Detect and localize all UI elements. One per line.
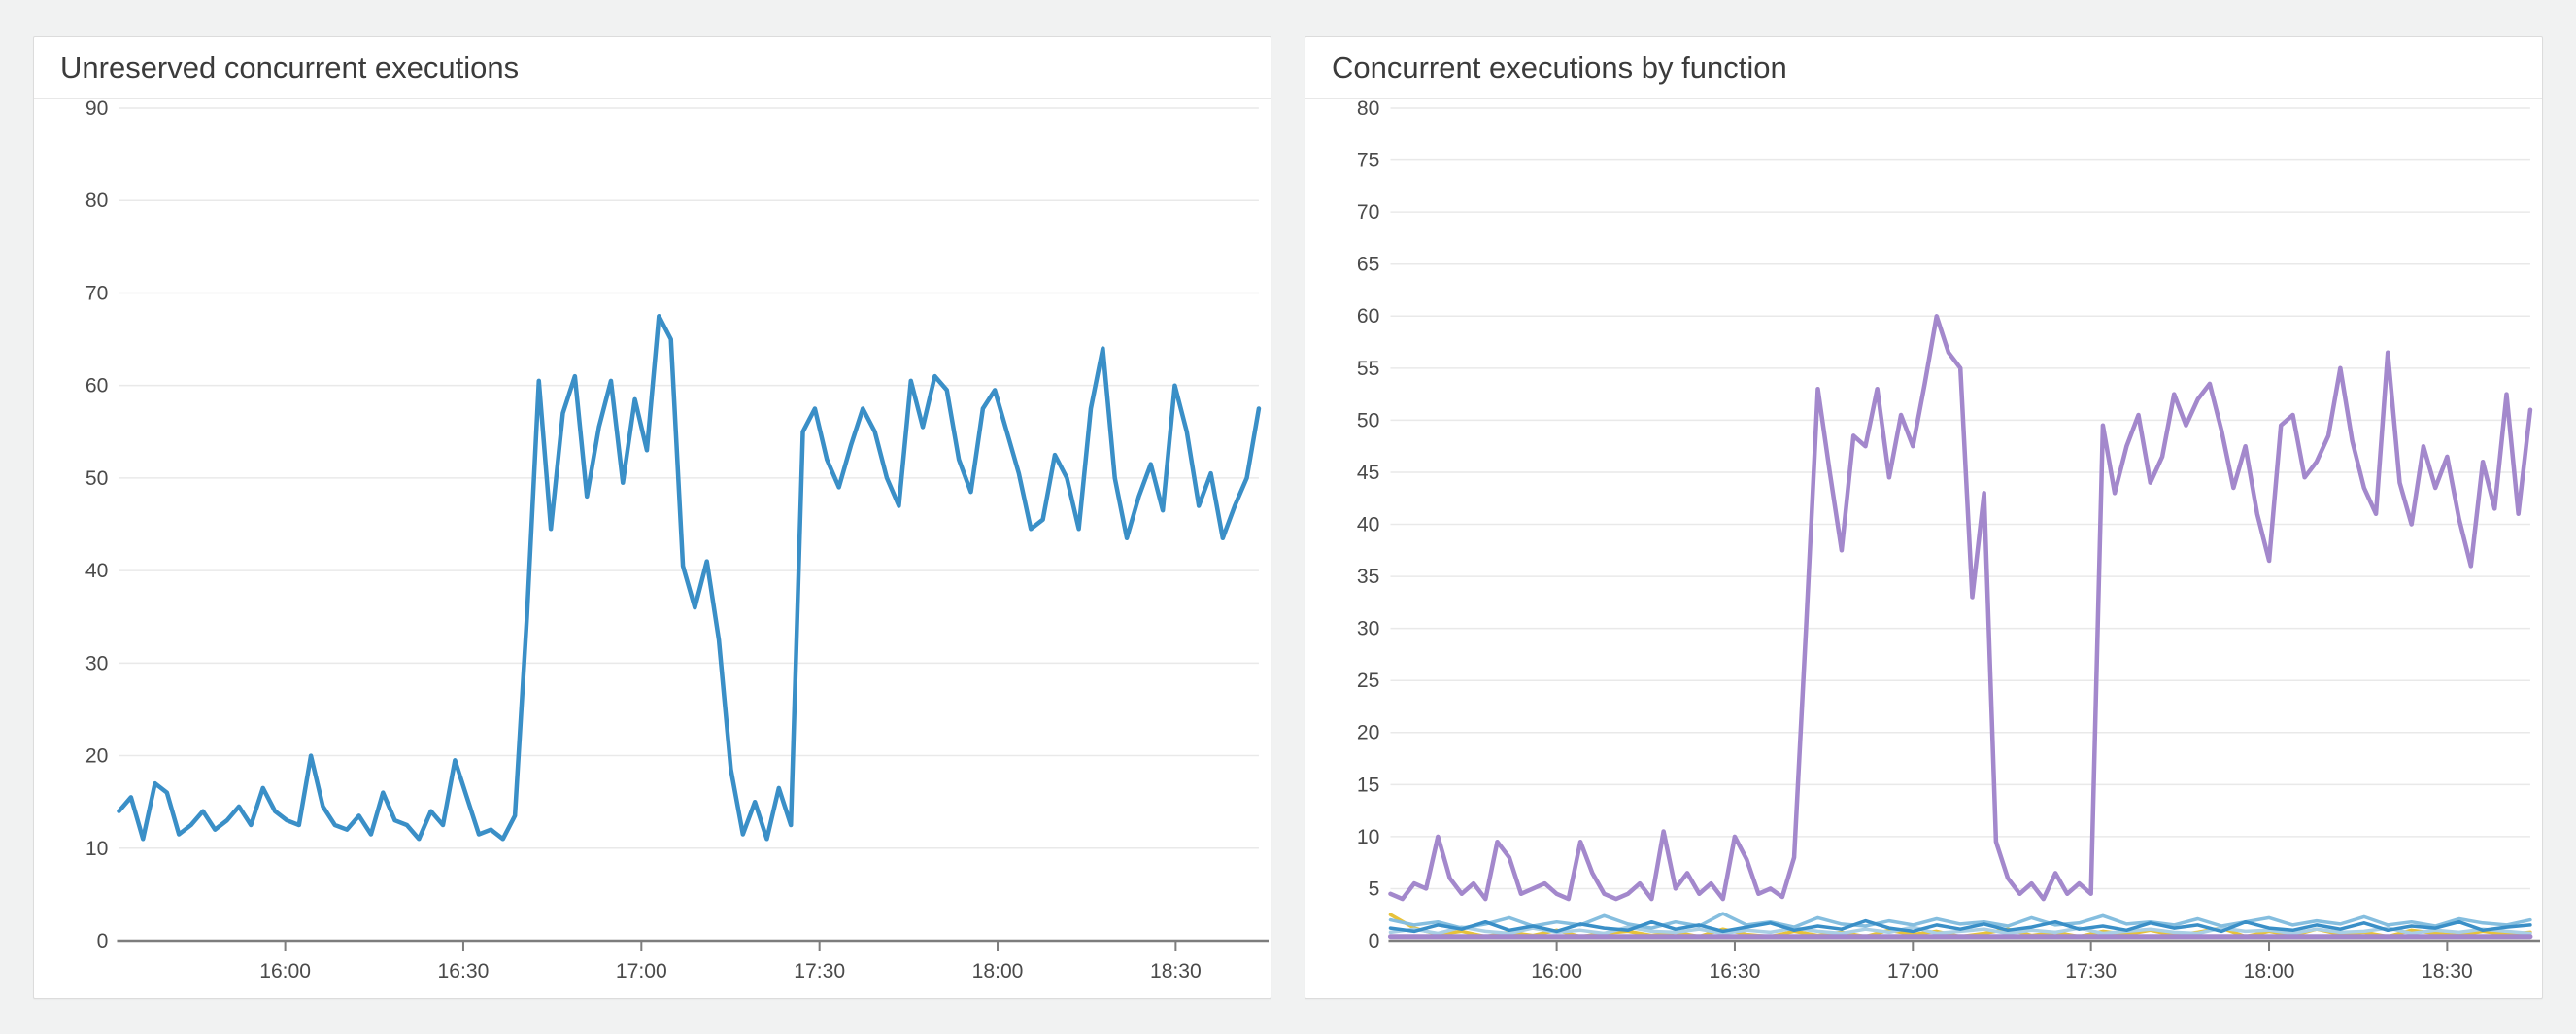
svg-text:10: 10	[1357, 826, 1379, 848]
svg-text:55: 55	[1357, 358, 1379, 380]
svg-text:90: 90	[85, 99, 108, 120]
svg-text:35: 35	[1357, 566, 1379, 588]
svg-text:16:00: 16:00	[259, 960, 311, 982]
dashboard: Unreserved concurrent executions 90 80 70 6…	[33, 36, 2543, 999]
svg-text:65: 65	[1357, 254, 1379, 276]
svg-text:75: 75	[1357, 150, 1379, 172]
chart-area-unreserved: 90 80 70 60 50 40 30 20 10 0 16:00 16:30 17:00 17:30 1…	[34, 99, 1271, 998]
svg-text:40: 40	[85, 560, 108, 582]
svg-text:20: 20	[85, 745, 108, 768]
svg-text:45: 45	[1357, 462, 1379, 484]
svg-text:50: 50	[1357, 409, 1379, 431]
svg-text:18:00: 18:00	[2244, 960, 2295, 982]
svg-text:30: 30	[85, 652, 108, 674]
svg-text:70: 70	[1357, 201, 1379, 224]
svg-text:70: 70	[85, 282, 108, 304]
svg-text:40: 40	[1357, 514, 1379, 536]
panel-title-by-function: Concurrent executions by function	[1305, 37, 2542, 99]
svg-text:17:30: 17:30	[2065, 960, 2117, 982]
panel-concurrent-executions-by-function: Concurrent executions by function 80 75 70…	[1305, 36, 2543, 999]
svg-text:16:30: 16:30	[438, 960, 490, 982]
svg-text:80: 80	[85, 190, 108, 212]
svg-text:17:00: 17:00	[1887, 960, 1939, 982]
svg-text:0: 0	[97, 930, 109, 952]
svg-text:15: 15	[1357, 774, 1379, 796]
svg-text:17:30: 17:30	[794, 960, 845, 982]
svg-text:80: 80	[1357, 99, 1379, 120]
svg-text:10: 10	[85, 838, 108, 860]
svg-text:50: 50	[85, 467, 108, 490]
svg-text:16:00: 16:00	[1531, 960, 1582, 982]
svg-text:18:00: 18:00	[972, 960, 1024, 982]
svg-text:60: 60	[1357, 305, 1379, 327]
svg-text:0: 0	[1369, 930, 1380, 952]
svg-text:16:30: 16:30	[1710, 960, 1761, 982]
svg-text:30: 30	[1357, 618, 1379, 640]
chart-canvas-0[interactable]: 90 80 70 60 50 40 30 20 10 0 16:00 16:30 17:00 17:30 1…	[34, 99, 1271, 998]
chart-area-by-function: 80 75 70 65 60 55 50 45 40 35 30 25 20 15 10 5 0 16:00 16:…	[1305, 99, 2542, 998]
svg-text:18:30: 18:30	[2422, 960, 2473, 982]
svg-text:25: 25	[1357, 670, 1379, 692]
svg-text:20: 20	[1357, 722, 1379, 744]
svg-text:18:30: 18:30	[1150, 960, 1202, 982]
svg-text:60: 60	[85, 375, 108, 397]
panel-unreserved-concurrent-executions: Unreserved concurrent executions 90 80 70 6…	[33, 36, 1271, 999]
svg-text:17:00: 17:00	[616, 960, 667, 982]
svg-text:5: 5	[1369, 878, 1380, 900]
panel-title-unreserved: Unreserved concurrent executions	[34, 37, 1271, 99]
